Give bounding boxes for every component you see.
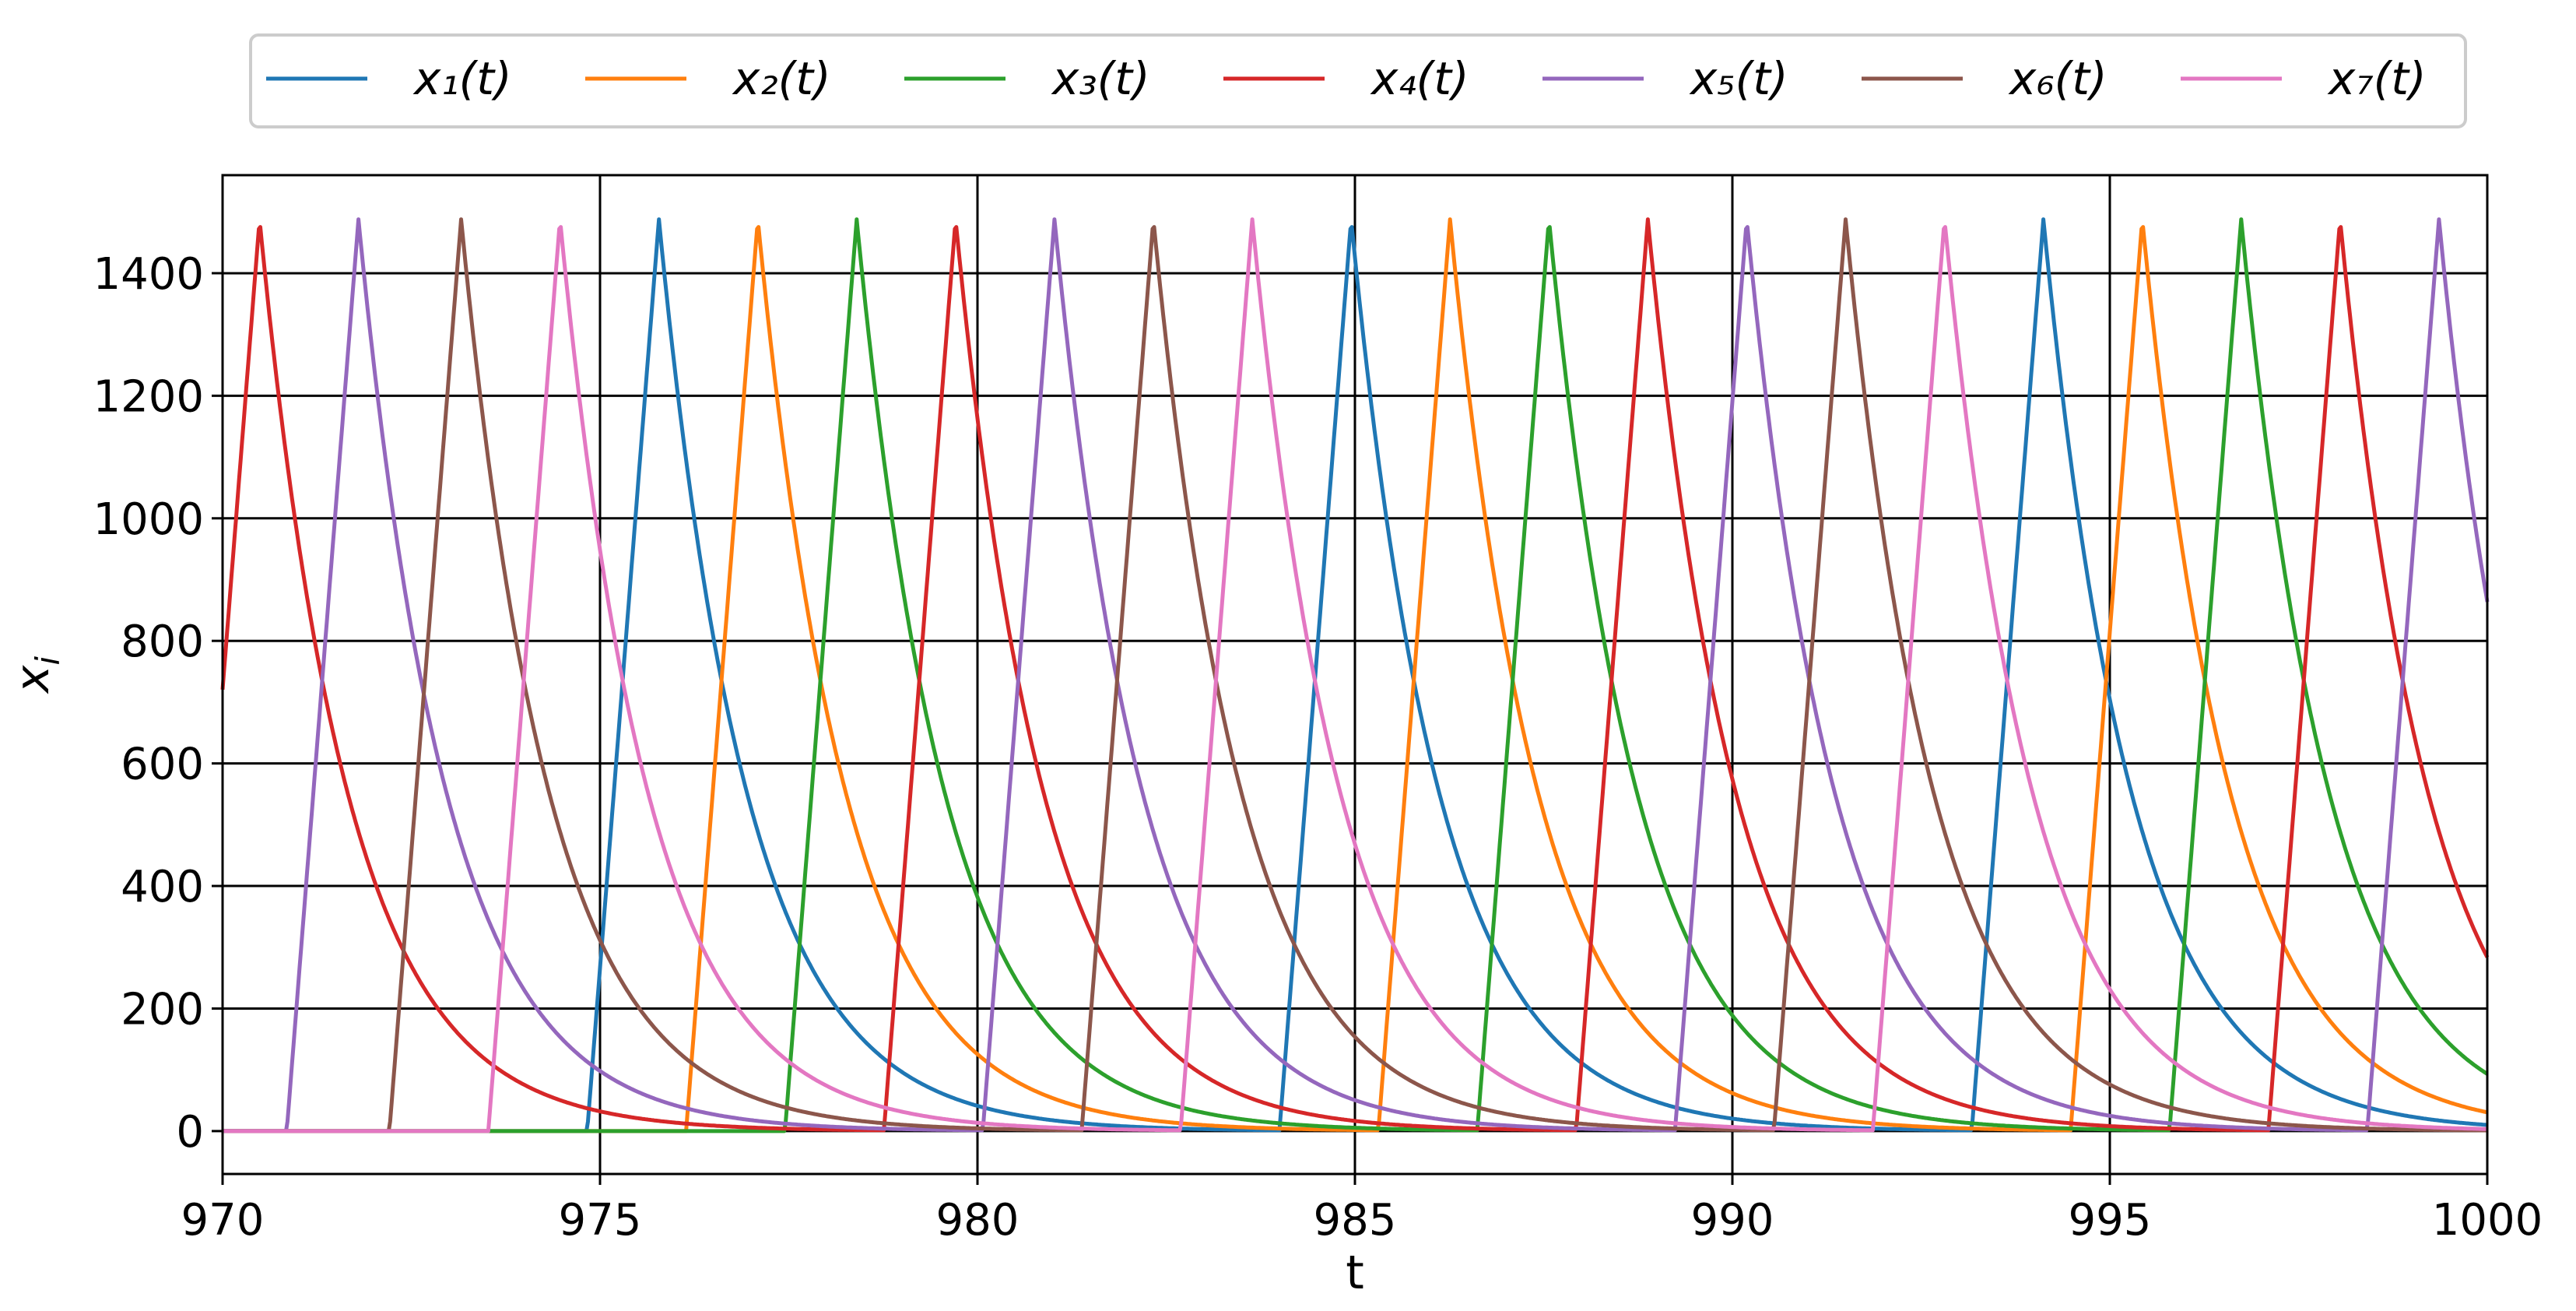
y-tick-label: 1400 xyxy=(93,249,204,300)
series-line-1 xyxy=(222,217,2488,1134)
x-tick-label: 1000 xyxy=(2432,1195,2543,1246)
series-line-3 xyxy=(222,217,2489,1134)
y-tick-label: 1000 xyxy=(93,494,204,545)
y-tick-label: 1200 xyxy=(93,371,204,422)
series-line-4 xyxy=(220,217,2490,1133)
legend-entry-label: x₆(t) xyxy=(2008,52,2107,105)
series-line-7 xyxy=(222,217,2488,1134)
y-tick-label: 200 xyxy=(121,984,204,1035)
y-tick-label: 400 xyxy=(121,862,204,912)
legend-entry-label: x₁(t) xyxy=(412,52,512,105)
y-tick-label: 600 xyxy=(121,740,204,790)
legend: x₁(t) x₂(t) x₃(t) x₄(t) x₅(t) x₆(t) x₇(t) xyxy=(249,33,2467,128)
x-axis-label: t xyxy=(1346,1246,1364,1300)
x-tick-label: 975 xyxy=(559,1195,642,1246)
series-lines xyxy=(220,217,2490,1134)
y-axis-label: xi xyxy=(5,656,67,695)
legend-entry-label: x₂(t) xyxy=(732,52,831,105)
legend-entry-label: x₄(t) xyxy=(1370,52,1469,105)
grid-lines xyxy=(221,175,2489,1174)
x-tick-label: 970 xyxy=(181,1195,265,1246)
axis-ticks: 970 975 980 985 990 995 1000 0 200 400 600 800 1000 1… xyxy=(93,249,2543,1246)
legend-entry-label: x₃(t) xyxy=(1051,52,1150,105)
legend-entry-label: x₅(t) xyxy=(1689,52,1788,105)
x-tick-label: 995 xyxy=(2069,1195,2152,1246)
legend-entry-label: x₇(t) xyxy=(2327,52,2427,105)
x-tick-label: 985 xyxy=(1314,1195,1397,1246)
y-tick-label: 800 xyxy=(121,617,204,667)
y-tick-label: 0 xyxy=(176,1107,204,1158)
series-line-5 xyxy=(222,217,2490,1134)
x-tick-label: 980 xyxy=(936,1195,1020,1246)
x-tick-label: 990 xyxy=(1691,1195,1774,1246)
series-line-6 xyxy=(222,217,2488,1134)
legend-box xyxy=(249,33,2467,128)
